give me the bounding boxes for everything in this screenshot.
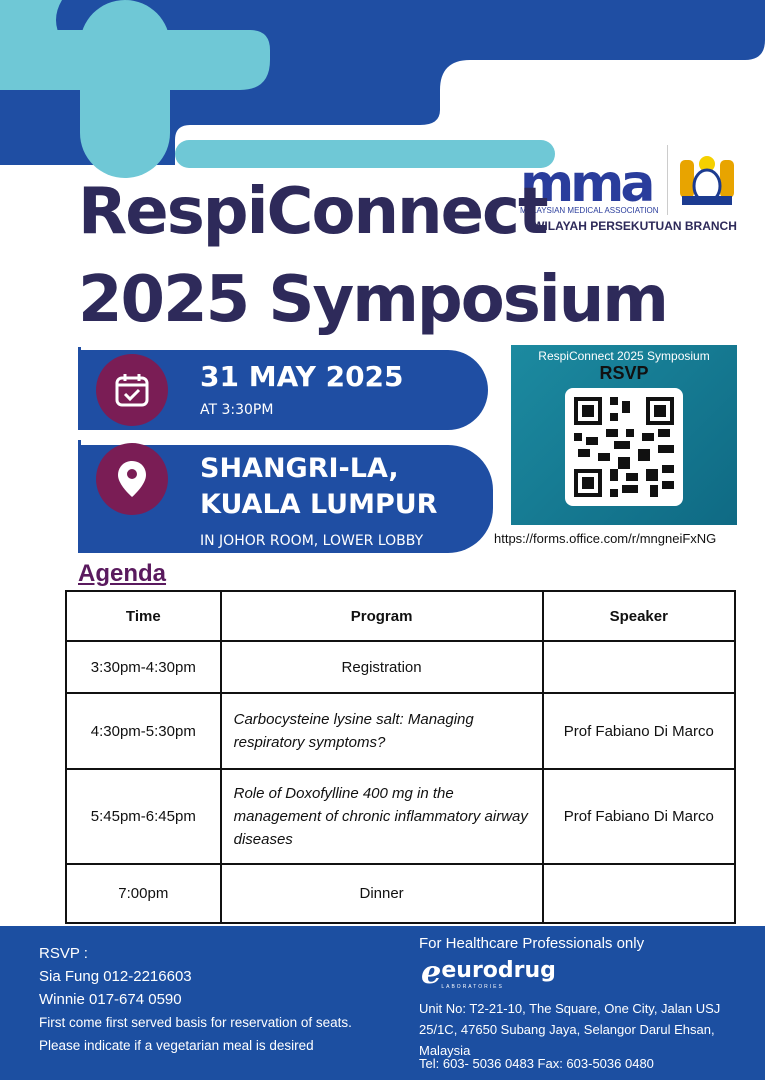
footer: RSVP : Sia Fung 012-2216603 Winnie 017-6… — [0, 926, 765, 1080]
table-row: 3:30pm-4:30pm Registration — [65, 640, 737, 694]
event-date: 31 MAY 2025 — [200, 360, 404, 393]
meal-note: Please indicate if a vegetarian meal is … — [39, 1038, 314, 1053]
row-time: 5:45pm-6:45pm — [65, 768, 222, 865]
footer-rsvp: RSVP : Sia Fung 012-2216603 Winnie 017-6… — [39, 942, 352, 1057]
branch-name: WILAYAH PERSEKUTUAN BRANCH — [533, 219, 737, 233]
header-program: Program — [219, 590, 544, 642]
row-program: Role of Doxofylline 400 mg in the manage… — [219, 768, 544, 865]
qr-code[interactable] — [565, 388, 683, 506]
contact-winnie: Winnie 017-674 0590 — [39, 991, 182, 1008]
mma-wordmark: mma — [520, 154, 655, 214]
table-row: 7:00pm Dinner — [65, 863, 737, 924]
row-speaker — [541, 640, 737, 694]
row-program: Dinner — [219, 863, 544, 924]
title-line-1: RespiConnect — [78, 175, 549, 249]
header-speaker: Speaker — [541, 590, 737, 642]
table-row: 4:30pm-5:30pm Carbocysteine lysine salt:… — [65, 692, 737, 770]
rsvp-qr-panel: RespiConnect 2025 Symposium RSVP — [511, 345, 737, 525]
rsvp-url-link[interactable]: https://forms.office.com/r/mngneiFxNG — [494, 531, 717, 546]
company-address: Unit No: T2-21-10, The Square, One City,… — [419, 1001, 721, 1058]
seating-note: First come first served basis for reserv… — [39, 1015, 352, 1030]
venue-name: SHANGRI-LA, — [200, 453, 399, 484]
row-time: 4:30pm-5:30pm — [65, 692, 222, 770]
venue-city: KUALA LUMPUR — [200, 489, 438, 520]
event-time: AT 3:30PM — [200, 402, 274, 418]
hcp-notice: For Healthcare Professionals only — [419, 935, 645, 952]
eurodrug-logo: e eurodrug LABORATORIES — [421, 953, 556, 991]
row-time: 3:30pm-4:30pm — [65, 640, 222, 694]
venue-room: IN JOHOR ROOM, LOWER LOBBY — [200, 533, 424, 549]
row-program: Carbocysteine lysine salt: Managing resp… — [219, 692, 544, 770]
venue-banner: SHANGRI-LA, KUALA LUMPUR IN JOHOR ROOM, L… — [78, 443, 493, 553]
company-phone: Tel: 603- 5036 0483 Fax: 603-5036 0480 — [419, 1056, 654, 1071]
row-program: Registration — [219, 640, 544, 694]
table-header-row: Time Program Speaker — [65, 590, 737, 642]
row-speaker: Prof Fabiano Di Marco — [541, 692, 737, 770]
association-name: MALAYSIAN MEDICAL ASSOCIATION — [520, 206, 659, 215]
row-time: 7:00pm — [65, 863, 222, 924]
contact-sia-fung: Sia Fung 012-2216603 — [39, 968, 192, 985]
brand-name: eurodrug — [441, 958, 556, 983]
agenda-table: Time Program Speaker 3:30pm-4:30pm Regis… — [65, 590, 737, 924]
header-waves — [0, 0, 765, 178]
rsvp-label: RSVP — [599, 363, 649, 383]
table-row: 5:45pm-6:45pm Role of Doxofylline 400 mg… — [65, 768, 737, 865]
brand-subtitle: LABORATORIES — [441, 984, 504, 990]
mma-logo: mma MALAYSIAN MEDICAL ASSOCIATION WILAYA… — [520, 145, 750, 233]
header-time: Time — [65, 590, 222, 642]
map-pin-icon — [96, 443, 168, 515]
rsvp-panel-title: RespiConnect 2025 Symposium — [538, 349, 710, 363]
date-banner: 31 MAY 2025 AT 3:30PM — [78, 350, 488, 430]
title-line-2: 2025 Symposium — [78, 263, 669, 337]
agenda-heading: Agenda — [78, 560, 167, 587]
calendar-check-icon — [96, 354, 168, 426]
row-speaker — [541, 863, 737, 924]
coat-of-arms-icon — [666, 145, 747, 215]
rsvp-label: RSVP : — [39, 945, 88, 962]
row-speaker: Prof Fabiano Di Marco — [541, 768, 737, 865]
